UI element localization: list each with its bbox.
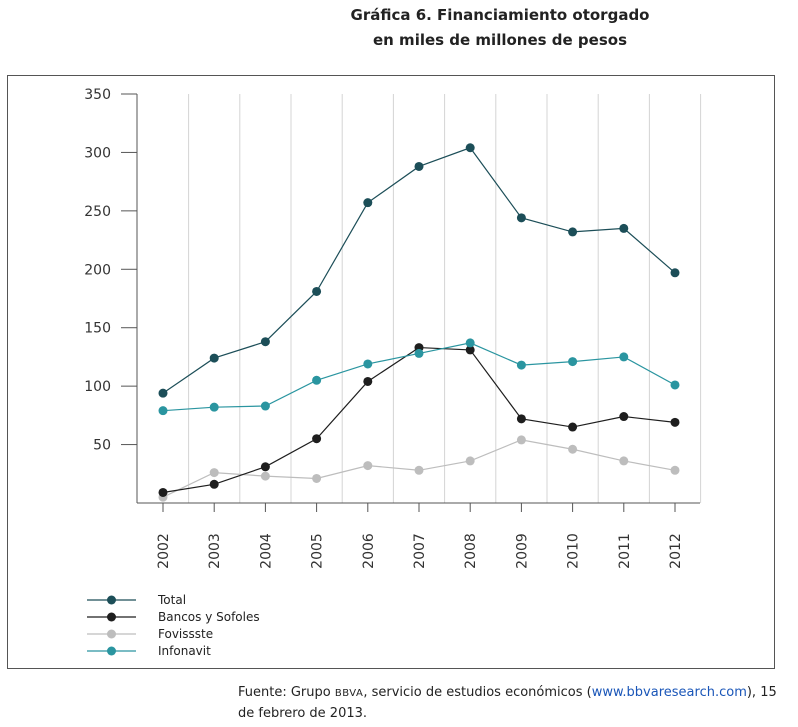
point-infonavit-2009 bbox=[516, 360, 526, 370]
x-tick-label-2005: 2005 bbox=[310, 533, 326, 569]
y-tick-label-250: 250 bbox=[84, 204, 111, 220]
point-infonavit-2003 bbox=[209, 402, 219, 412]
source-middle: , servicio de estudios económicos ( bbox=[363, 685, 592, 700]
chart-title: Gráfica 6. Financiamiento otorgado bbox=[350, 6, 650, 24]
point-total-2012 bbox=[670, 268, 680, 278]
x-tick-label-2002: 2002 bbox=[156, 533, 172, 569]
legend-marker-total bbox=[107, 595, 116, 605]
point-infonavit-2008 bbox=[465, 338, 475, 348]
point-infonavit-2005 bbox=[312, 375, 322, 385]
y-tick-label-200: 200 bbox=[84, 262, 111, 278]
y-tick-label-350: 350 bbox=[84, 87, 111, 103]
x-tick-label-2004: 2004 bbox=[258, 533, 274, 569]
point-bancos-y-sofoles-2010 bbox=[568, 422, 578, 432]
point-total-2007 bbox=[414, 161, 424, 171]
legend-label-infonavit: Infonavit bbox=[158, 644, 211, 658]
point-infonavit-2004 bbox=[260, 401, 270, 411]
line-chart: 50 100 150 200 250 300 350 2002 2003 2004 2005 2006… bbox=[84, 87, 702, 658]
point-bancos-y-sofoles-2008 bbox=[465, 345, 475, 355]
point-bancos-y-sofoles-2006 bbox=[363, 376, 373, 386]
x-tick-label-2012: 2012 bbox=[668, 533, 684, 569]
legend-marker-infonavit bbox=[107, 646, 116, 656]
point-bancos-y-sofoles-2011 bbox=[619, 412, 629, 422]
x-tick-label-2010: 2010 bbox=[566, 533, 582, 569]
legend-label-fovissste: Fovissste bbox=[158, 627, 213, 641]
legend-marker-bancos-y-sofoles bbox=[107, 612, 116, 622]
source-org: BBVA bbox=[334, 688, 364, 699]
point-bancos-y-sofoles-2009 bbox=[516, 414, 526, 424]
point-total-2004 bbox=[260, 337, 270, 347]
point-infonavit-2012 bbox=[670, 380, 680, 390]
point-infonavit-2007 bbox=[414, 348, 424, 358]
point-total-2008 bbox=[465, 143, 475, 153]
chart-subtitle: en miles de millones de pesos bbox=[372, 31, 627, 49]
point-total-2005 bbox=[312, 286, 322, 296]
point-total-2003 bbox=[209, 353, 219, 363]
x-tick-label-2007: 2007 bbox=[412, 533, 428, 569]
y-tick-label-150: 150 bbox=[84, 321, 111, 337]
x-tick-label-2008: 2008 bbox=[463, 533, 479, 569]
point-fovissste-2012 bbox=[670, 465, 680, 475]
point-fovissste-2005 bbox=[312, 473, 322, 483]
source-suffix: ), 15 de febrero de 2013. bbox=[238, 685, 777, 721]
point-fovissste-2008 bbox=[465, 456, 475, 466]
point-total-2009 bbox=[516, 213, 526, 223]
source-link[interactable]: www.bbvaresearch.com bbox=[591, 685, 747, 700]
legend-marker-fovissste bbox=[107, 629, 116, 639]
point-fovissste-2010 bbox=[568, 444, 578, 454]
point-total-2002 bbox=[158, 388, 168, 398]
point-fovissste-2011 bbox=[619, 456, 629, 466]
point-bancos-y-sofoles-2002 bbox=[158, 487, 168, 497]
legend-label-total: Total bbox=[157, 593, 186, 607]
point-total-2010 bbox=[568, 227, 578, 237]
x-tick-label-2003: 2003 bbox=[207, 533, 223, 569]
chart-frame bbox=[7, 75, 775, 669]
y-tick-label-100: 100 bbox=[84, 379, 111, 395]
source-note: Fuente: Grupo BBVA, servicio de estudios… bbox=[238, 683, 778, 724]
point-bancos-y-sofoles-2004 bbox=[260, 462, 270, 472]
source-prefix: Fuente: Grupo bbox=[238, 685, 335, 700]
point-bancos-y-sofoles-2003 bbox=[209, 479, 219, 489]
x-tick-label-2009: 2009 bbox=[514, 533, 530, 569]
point-total-2006 bbox=[363, 198, 373, 208]
point-fovissste-2006 bbox=[363, 461, 373, 471]
point-infonavit-2011 bbox=[619, 352, 629, 362]
y-tick-label-300: 300 bbox=[84, 145, 111, 161]
y-tick-label-50: 50 bbox=[93, 438, 111, 454]
point-infonavit-2006 bbox=[363, 359, 373, 369]
x-tick-label-2011: 2011 bbox=[617, 533, 633, 569]
point-bancos-y-sofoles-2012 bbox=[670, 417, 680, 427]
point-infonavit-2010 bbox=[568, 357, 578, 367]
point-total-2011 bbox=[619, 223, 629, 233]
point-fovissste-2004 bbox=[260, 471, 270, 481]
legend-label-bancos-y-sofoles: Bancos y Sofoles bbox=[158, 610, 260, 624]
point-fovissste-2007 bbox=[414, 465, 424, 475]
point-infonavit-2002 bbox=[158, 406, 168, 416]
point-fovissste-2003 bbox=[209, 468, 219, 478]
point-fovissste-2009 bbox=[516, 435, 526, 445]
point-bancos-y-sofoles-2005 bbox=[312, 434, 322, 444]
x-tick-label-2006: 2006 bbox=[361, 533, 377, 569]
